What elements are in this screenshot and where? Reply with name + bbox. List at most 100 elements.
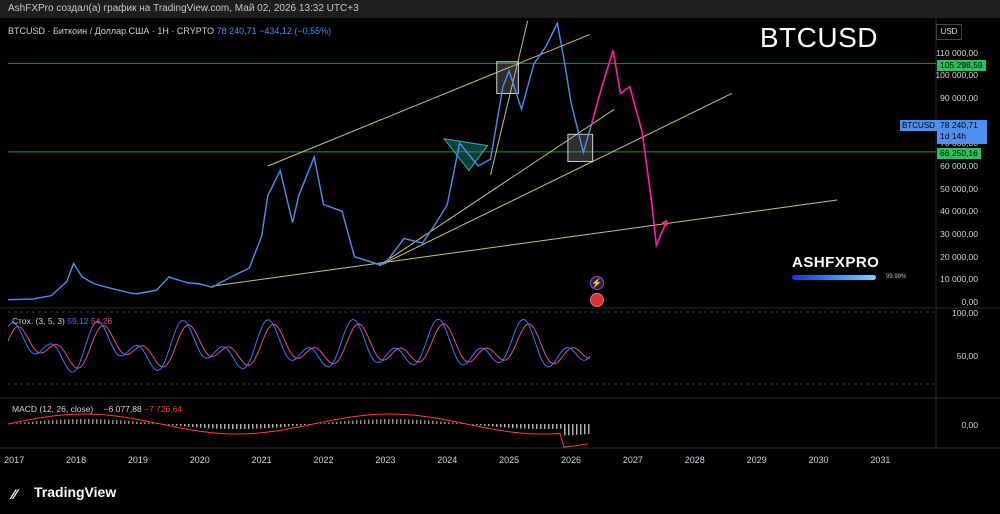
macd-hist-bar — [280, 424, 282, 428]
macd-hist-bar — [556, 424, 558, 429]
macd-hist-bar — [360, 419, 362, 424]
macd-hist-bar — [36, 421, 38, 424]
macd-hist-bar — [84, 419, 86, 424]
macd-hist-bar — [128, 420, 130, 424]
macd-hist-bar — [112, 419, 114, 424]
macd-hist-bar — [252, 424, 254, 429]
macd-hist-bar — [172, 424, 174, 426]
projection-arrowhead — [661, 219, 668, 227]
macd-hist-bar — [572, 424, 574, 436]
time-tick-label: 2020 — [189, 455, 210, 465]
price-tick-label: 20 000,00 — [940, 251, 978, 262]
macd-hist-bar — [456, 422, 458, 424]
time-tick-label: 2021 — [251, 455, 272, 465]
macd-hist-bar — [272, 424, 274, 428]
macd-hist-bar — [420, 419, 422, 424]
macd-hist-bar — [500, 424, 502, 428]
macd-hist-bar — [536, 424, 538, 429]
macd-hist-bar — [404, 419, 406, 424]
macd-hist-bar — [308, 424, 310, 425]
watermark-progress-bar — [792, 275, 876, 280]
price-tick-label: 60 000,00 — [940, 161, 978, 171]
macd-hist-bar — [296, 424, 298, 426]
macd-hist-bar — [20, 422, 22, 424]
stoch-tick-100: 100,00 — [952, 308, 978, 318]
macd-hist-bar — [144, 422, 146, 424]
price-tick-label: 90 000,00 — [940, 93, 978, 103]
macd-hist-bar — [288, 424, 290, 427]
pattern-triangle — [442, 138, 489, 172]
macd-hist-bar — [508, 424, 510, 428]
macd-hist-bar — [184, 424, 186, 427]
price-tick-label: 40 000,00 — [940, 206, 978, 217]
macd-hist-bar — [180, 424, 182, 426]
macd-line — [7, 413, 589, 448]
macd-hist-bar — [520, 424, 522, 429]
macd-hist-bar — [516, 424, 518, 429]
macd-hist-bar — [292, 424, 294, 427]
macd-hist-bar — [96, 419, 98, 424]
macd-hist-bar — [48, 420, 50, 424]
symbol-info: BTCUSD · Биткоин / Доллар США · 1Н · CRY… — [8, 26, 331, 36]
time-tick-label: 2019 — [127, 455, 148, 465]
macd-hist-bar — [328, 422, 330, 424]
macd-hist-bar — [400, 419, 402, 424]
big-ticker-label: BTCUSD — [759, 22, 878, 53]
macd-hist-bar — [440, 421, 442, 424]
macd-hist-bar — [492, 424, 494, 427]
macd-hist-bar — [560, 424, 562, 429]
time-tick-label: 2023 — [375, 455, 396, 465]
price-tick-label: 110 000,00 — [936, 47, 978, 58]
macd-hist-bar — [40, 420, 42, 424]
macd-hist-bar — [92, 419, 94, 424]
chart-canvas[interactable] — [0, 18, 1000, 514]
macd-hist-bar — [324, 422, 326, 424]
macd-hist-bar — [348, 420, 350, 424]
macd-hist-bar — [356, 420, 358, 424]
pattern-box-bottom — [567, 133, 594, 162]
macd-hist-bar — [364, 419, 366, 424]
macd-hist-bar — [220, 424, 222, 429]
tradingview-logo-mark: ⁄⁄ — [12, 486, 17, 502]
macd-hist-bar — [380, 419, 382, 424]
us-flag-event-icon[interactable] — [590, 293, 604, 307]
macd-hist-bar — [276, 424, 278, 428]
lightning-event-icon[interactable]: ⚡ — [590, 276, 604, 290]
macd-hist-bar — [412, 419, 414, 424]
trendline-2 — [378, 93, 733, 267]
macd-hist-bar — [340, 421, 342, 424]
macd-hist-bar — [436, 421, 438, 424]
macd-hist-bar — [336, 421, 338, 424]
macd-hist-bar — [208, 424, 210, 429]
ashfxpro-watermark: ASHFXPRO — [792, 254, 880, 271]
macd-hist-bar — [476, 424, 478, 426]
macd-hist-bar — [448, 422, 450, 424]
price-tick-label: 0,00 — [961, 297, 978, 307]
macd-hist-bar — [260, 424, 262, 429]
macd-hist-bar — [244, 424, 246, 429]
macd-hist-bar — [548, 424, 550, 429]
macd-hist-bar — [552, 424, 554, 429]
macd-hist-bar — [268, 424, 270, 429]
macd-signal-value: −7 726,64 — [144, 404, 183, 414]
stoch-tick-50: 50,00 — [956, 351, 978, 361]
symbol-label: BTCUSD · Биткоин / Доллар США · 1Н · CRY… — [8, 26, 215, 36]
macd-hist-bar — [488, 424, 490, 427]
time-tick-label: 2029 — [746, 455, 767, 465]
footer — [0, 474, 1000, 514]
macd-hist-bar — [368, 419, 370, 424]
macd-hist-bar — [332, 422, 334, 424]
macd-hist-bar — [472, 424, 474, 425]
macd-hist-bar — [576, 424, 578, 435]
macd-hist-bar — [284, 424, 286, 427]
macd-hist-bar — [484, 424, 486, 426]
stoch-k-value: 59,12 — [67, 316, 89, 326]
time-tick-label: 2027 — [622, 455, 643, 465]
currency-button[interactable]: USD — [936, 24, 962, 40]
macd-hist-bar — [588, 424, 590, 434]
macd-hist-bar — [232, 424, 234, 429]
macd-hist-bar — [388, 419, 390, 424]
macd-hist-bar — [236, 424, 238, 429]
macd-hist-bar — [152, 423, 154, 424]
macd-hist-bar — [320, 423, 322, 424]
